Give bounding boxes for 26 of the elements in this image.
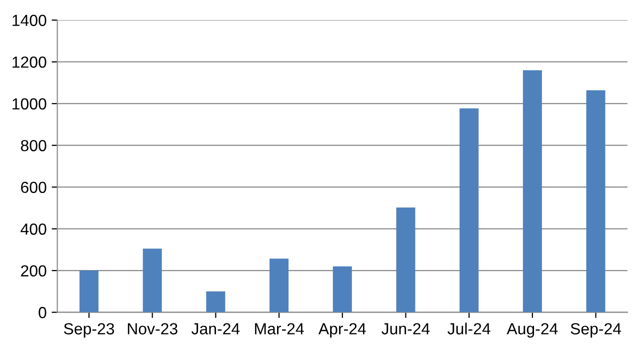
bar bbox=[586, 90, 606, 312]
x-tick-label: Aug-24 bbox=[506, 323, 558, 338]
bar bbox=[522, 70, 542, 312]
x-tick-label: Nov-23 bbox=[128, 323, 178, 334]
y-tick-label: 1000 bbox=[12, 98, 46, 110]
x-tick-label: Sep-24 bbox=[570, 323, 622, 338]
x-tick-label: Sep-23 bbox=[64, 323, 114, 338]
bar bbox=[460, 108, 479, 312]
y-tick-label: 600 bbox=[21, 182, 46, 194]
y-tick-label: 1200 bbox=[12, 56, 46, 68]
x-tick-label: Mar-24 bbox=[255, 323, 304, 334]
y-tick-label: 400 bbox=[20, 223, 46, 235]
y-tick-label: 0 bbox=[38, 306, 46, 318]
x-tick-label: Jul-24 bbox=[448, 322, 490, 334]
bar bbox=[206, 291, 226, 312]
y-tick-label: 800 bbox=[20, 140, 46, 152]
bar bbox=[142, 248, 162, 312]
y-tick-label: 1400 bbox=[12, 14, 46, 26]
bar bbox=[332, 266, 352, 312]
x-tick-label: Jan-24 bbox=[192, 323, 240, 334]
bar bbox=[396, 208, 416, 312]
x-tick-label: Jun-24 bbox=[382, 323, 430, 334]
bar bbox=[80, 270, 99, 312]
y-tick-label: 200 bbox=[21, 265, 46, 277]
x-tick-label: Apr-24 bbox=[318, 323, 366, 338]
bar bbox=[270, 258, 289, 312]
